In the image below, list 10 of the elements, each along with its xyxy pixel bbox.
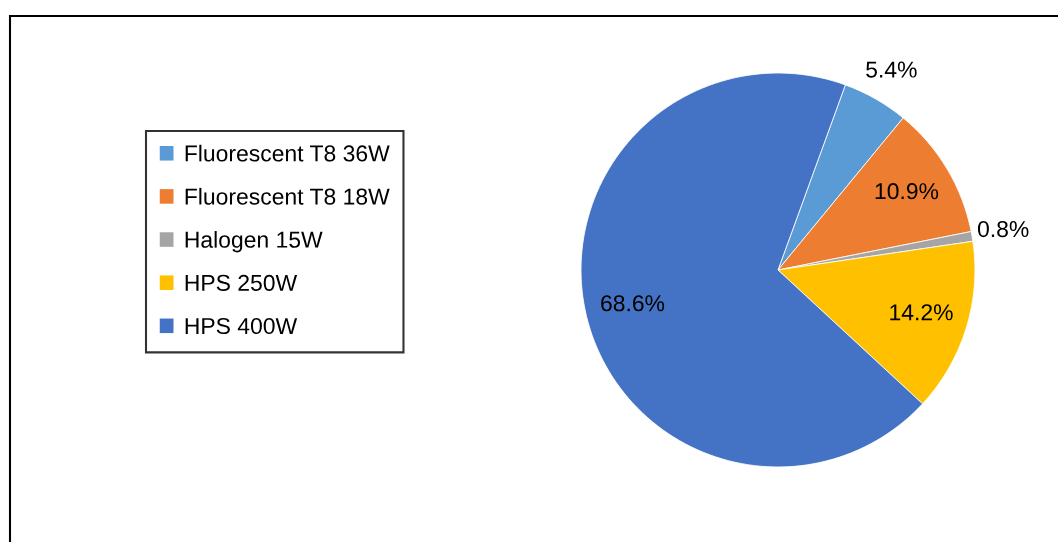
legend-label: Fluorescent T8 18W bbox=[185, 187, 390, 205]
data-label: 0.8% bbox=[977, 220, 1029, 238]
data-label: 10.9% bbox=[875, 183, 939, 200]
data-label: 14.2% bbox=[890, 304, 953, 321]
data-label: 68.6% bbox=[601, 295, 665, 312]
legend-label: HPS 250W bbox=[185, 274, 298, 291]
legend-label: Halogen 15W bbox=[185, 231, 323, 253]
legend-label: Fluorescent T8 36W bbox=[185, 144, 390, 162]
legend-label: HPS 400W bbox=[185, 317, 298, 335]
data-label: 5.4% bbox=[866, 61, 917, 78]
